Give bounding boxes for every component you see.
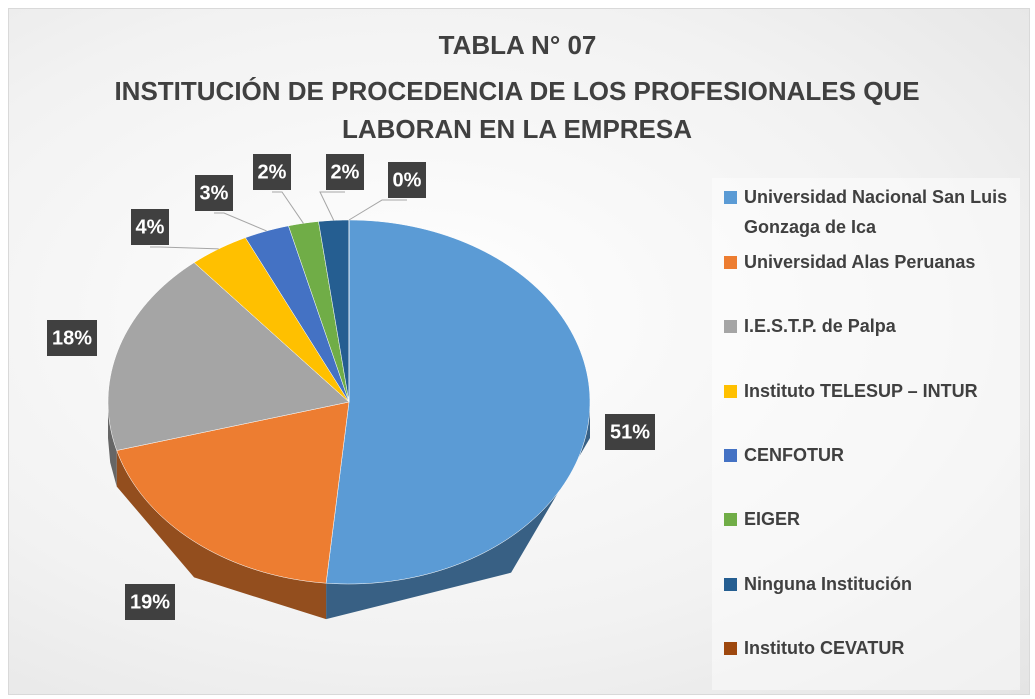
- leader-line: [319, 191, 345, 221]
- slice: [107, 262, 350, 451]
- data-label-box: [326, 154, 364, 190]
- legend-item: Ninguna Institución: [724, 569, 1034, 599]
- data-label: 2%: [331, 161, 360, 183]
- legend-item: CENFOTUR: [724, 440, 1034, 470]
- legend-swatch: [724, 320, 737, 334]
- legend-label: Universidad Alas Peruanas: [744, 252, 976, 272]
- legend-swatch: [724, 256, 737, 269]
- data-label: 4%: [136, 216, 165, 238]
- legend-label: EIGER: [744, 509, 801, 530]
- legend-label: Ninguna Institución: [744, 573, 912, 594]
- legend-swatch: [724, 448, 737, 462]
- legend-label: Universidad Nacional San Luis Gonzaga de…: [744, 187, 1008, 237]
- legend-label: CENFOTUR: [744, 444, 844, 465]
- legend-item: Universidad Alas Peruanas: [724, 247, 1034, 277]
- legend-swatch: [724, 641, 737, 655]
- slice: [325, 219, 591, 585]
- legend: Universidad Nacional San Luis Gonzaga de…: [712, 178, 1020, 690]
- data-label-box: [388, 162, 426, 198]
- data-label-box: [131, 209, 169, 245]
- chart-title: TABLA N° 07: [438, 30, 597, 60]
- legend-swatch: [724, 191, 737, 204]
- data-label: 3%: [200, 182, 229, 204]
- slice: [245, 225, 350, 403]
- legend-item: Instituto TELESUP – INTUR: [724, 376, 1034, 406]
- slice: [193, 237, 350, 403]
- data-label-box: [47, 320, 97, 356]
- legend-swatch: [724, 513, 737, 527]
- data-label-box: [605, 414, 655, 450]
- leader-line: [272, 191, 304, 224]
- leader-line: [214, 212, 267, 232]
- data-label: 18%: [52, 327, 92, 349]
- slice-side: [116, 450, 327, 620]
- legend-item: EIGER: [724, 504, 1034, 534]
- slice-side: [108, 402, 117, 487]
- slice: [318, 219, 350, 403]
- chart-subtitle: INSTITUCIÓN DE PROCEDENCIA DE LOS PROFES…: [114, 76, 920, 144]
- data-label-box: [125, 584, 175, 620]
- legend-label: Instituto CEVATUR: [744, 637, 905, 658]
- legend-item: Instituto CEVATUR: [724, 633, 1034, 663]
- legend-item: Universidad Nacional San Luis Gonzaga de…: [724, 182, 1034, 242]
- legend-swatch: [724, 384, 737, 398]
- slice-side: [326, 402, 590, 620]
- data-label: 51%: [610, 421, 650, 443]
- slice: [288, 221, 350, 403]
- leader-line: [150, 246, 219, 250]
- data-label-box: [253, 154, 291, 190]
- slice: [116, 401, 350, 584]
- data-label: 19%: [130, 591, 170, 613]
- data-label: 0%: [393, 169, 422, 191]
- legend-label: Instituto TELESUP – INTUR: [744, 380, 978, 401]
- leader-line: [348, 199, 407, 221]
- legend-swatch: [724, 577, 737, 591]
- legend-label: I.E.S.T.P. de Palpa: [744, 316, 896, 337]
- legend-item: I.E.S.T.P. de Palpa: [724, 311, 1034, 341]
- data-label-box: [195, 175, 233, 211]
- data-label: 2%: [258, 161, 287, 183]
